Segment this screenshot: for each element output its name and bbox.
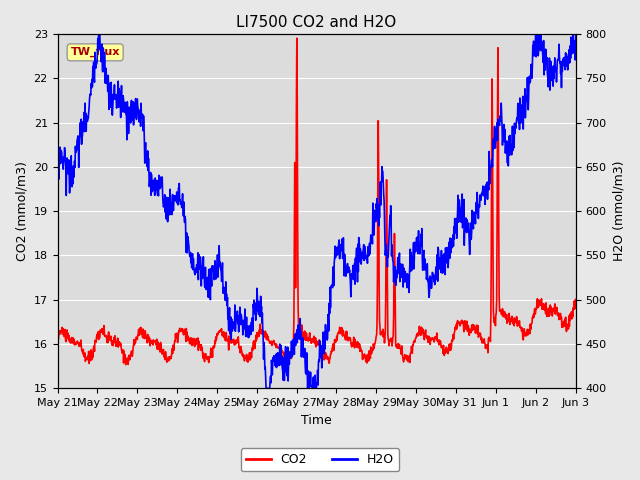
Y-axis label: CO2 (mmol/m3): CO2 (mmol/m3) <box>15 161 28 261</box>
CO2 <box>486 336 493 342</box>
CO2 <box>538 306 546 312</box>
CO2 <box>122 362 129 368</box>
H2O <box>54 153 61 159</box>
CO2 <box>260 330 268 336</box>
Legend: CO2, H2O: CO2, H2O <box>241 448 399 471</box>
H2O <box>260 356 268 362</box>
CO2 <box>54 329 61 335</box>
Text: TW_flux: TW_flux <box>70 47 120 58</box>
CO2 <box>392 343 399 348</box>
Line: H2O: H2O <box>58 34 575 388</box>
CO2 <box>499 314 507 320</box>
Y-axis label: H2O (mmol/m3): H2O (mmol/m3) <box>612 161 625 262</box>
H2O <box>499 137 507 143</box>
Title: LI7500 CO2 and H2O: LI7500 CO2 and H2O <box>236 15 397 30</box>
Line: CO2: CO2 <box>58 38 575 365</box>
CO2 <box>572 297 579 302</box>
H2O <box>538 48 546 53</box>
CO2 <box>293 36 301 41</box>
H2O <box>262 385 270 391</box>
H2O <box>340 252 348 257</box>
CO2 <box>340 334 348 339</box>
H2O <box>572 31 579 37</box>
H2O <box>486 181 493 187</box>
H2O <box>95 31 103 37</box>
H2O <box>392 283 399 288</box>
X-axis label: Time: Time <box>301 414 332 427</box>
